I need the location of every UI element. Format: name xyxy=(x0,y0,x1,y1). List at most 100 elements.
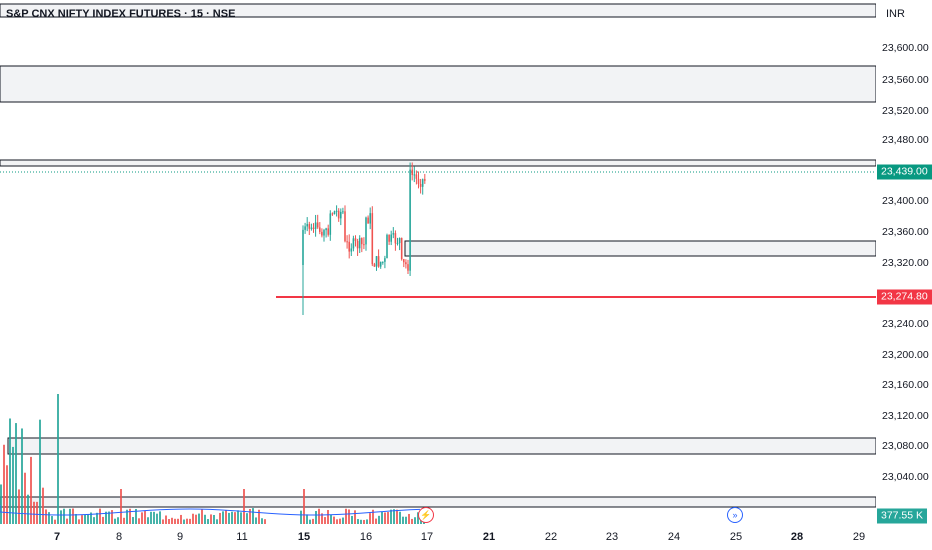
volume-bar xyxy=(339,518,341,524)
volume-bar xyxy=(408,513,410,524)
volume-bar xyxy=(102,516,104,524)
volume-bar xyxy=(87,514,89,524)
candle-body xyxy=(325,228,327,231)
last-price-badge: 23,439.00 xyxy=(877,164,932,180)
time-axis[interactable] xyxy=(0,524,876,550)
volume-bar xyxy=(201,509,203,524)
candle-body xyxy=(327,228,329,235)
volume-bar xyxy=(300,510,302,524)
candle-body xyxy=(329,213,332,235)
volume-badge: 377.55 K xyxy=(877,508,928,524)
volume-bar xyxy=(312,518,314,524)
candle-body xyxy=(390,234,392,242)
volume-bar xyxy=(252,508,254,524)
candle-body xyxy=(319,227,321,232)
volume-bar xyxy=(303,489,305,524)
candle-body xyxy=(379,261,382,267)
volume-bar xyxy=(99,508,101,524)
volume-bar xyxy=(42,487,44,524)
time-tick-label: 28 xyxy=(790,531,804,543)
price-axis[interactable] xyxy=(876,0,932,550)
candle-body xyxy=(417,178,420,185)
volume-bar xyxy=(246,513,248,524)
volume-bar xyxy=(33,501,35,524)
volume-bar xyxy=(222,511,224,524)
volume-bar xyxy=(315,511,317,524)
volume-bar xyxy=(90,512,92,524)
volume-bar xyxy=(129,508,131,524)
time-tick-label: 16 xyxy=(359,531,373,543)
volume-bar xyxy=(138,518,140,524)
volume-bar xyxy=(324,517,326,524)
volume-bar xyxy=(141,512,143,524)
candle-body xyxy=(310,227,313,229)
time-tick-label: 21 xyxy=(482,531,496,543)
time-tick-label: 7 xyxy=(53,531,61,543)
volume-bar xyxy=(120,489,122,524)
candle-body xyxy=(394,233,397,244)
volume-bar xyxy=(228,512,230,524)
candle-body xyxy=(348,241,350,252)
price-tick-label: 23,240.00 xyxy=(882,318,929,330)
lightning-icon[interactable]: ⚡ xyxy=(418,507,434,523)
volume-bar xyxy=(390,509,392,524)
candle-body xyxy=(333,211,336,215)
volume-bar xyxy=(177,518,179,524)
volume-bar xyxy=(69,508,71,524)
volume-bar xyxy=(168,519,170,524)
volume-bar xyxy=(0,484,2,524)
volume-bar xyxy=(213,515,215,524)
candle-body xyxy=(371,213,374,265)
volume-bar xyxy=(240,512,242,524)
candle-body xyxy=(344,211,346,242)
volume-bar xyxy=(48,512,50,524)
level-price-badge: 23,274.80 xyxy=(877,289,932,305)
volume-bar xyxy=(63,508,65,524)
volume-bar xyxy=(186,518,188,524)
time-tick-label: 8 xyxy=(115,531,123,543)
volume-bar xyxy=(363,519,365,524)
zone-23075 xyxy=(7,437,877,455)
volume-bar xyxy=(345,508,347,524)
volume-bar xyxy=(396,509,398,524)
time-tick-label: 24 xyxy=(667,531,681,543)
candle-body xyxy=(354,238,357,242)
volume-bar xyxy=(147,517,149,524)
candle-body xyxy=(335,210,338,212)
volume-bar xyxy=(414,517,416,524)
volume-bar xyxy=(204,514,206,524)
volume-bar xyxy=(258,509,260,524)
candle-body xyxy=(407,264,409,271)
candle-body xyxy=(369,213,371,224)
candle-body xyxy=(384,258,386,262)
volume-bar xyxy=(375,518,377,524)
price-tick-label: 23,160.00 xyxy=(882,379,929,391)
price-tick-label: 23,040.00 xyxy=(882,471,929,483)
volume-bar xyxy=(108,511,110,524)
zone-23330 xyxy=(404,240,877,257)
price-tick-label: 23,560.00 xyxy=(882,74,929,86)
volume-bar xyxy=(342,517,344,524)
candle-body xyxy=(411,169,413,175)
chart-pane[interactable]: S&P CNX NIFTY INDEX FUTURES · 15 · NSE ⚡… xyxy=(0,0,877,524)
chart-canvas[interactable] xyxy=(0,0,877,524)
volume-bar xyxy=(81,515,83,524)
currency-label[interactable]: INR xyxy=(886,8,905,20)
symbol-title[interactable]: S&P CNX NIFTY INDEX FUTURES · 15 · NSE xyxy=(6,8,236,20)
volume-bar xyxy=(183,519,185,524)
volume-bar xyxy=(114,518,116,524)
volume-bar xyxy=(216,519,218,524)
candle-body xyxy=(314,222,317,229)
volume-bar xyxy=(153,511,155,524)
volume-bar xyxy=(192,513,194,524)
volume-bar xyxy=(255,517,257,524)
volume-bar xyxy=(39,419,41,524)
price-tick-label: 23,120.00 xyxy=(882,410,929,422)
candle-body xyxy=(424,179,426,181)
candle-body xyxy=(323,230,325,236)
zone-23540 xyxy=(0,65,877,103)
volume-bar xyxy=(135,508,137,524)
jump-to-realtime-icon[interactable]: » xyxy=(727,507,743,523)
volume-bar xyxy=(12,446,14,524)
candle-body xyxy=(337,210,340,219)
